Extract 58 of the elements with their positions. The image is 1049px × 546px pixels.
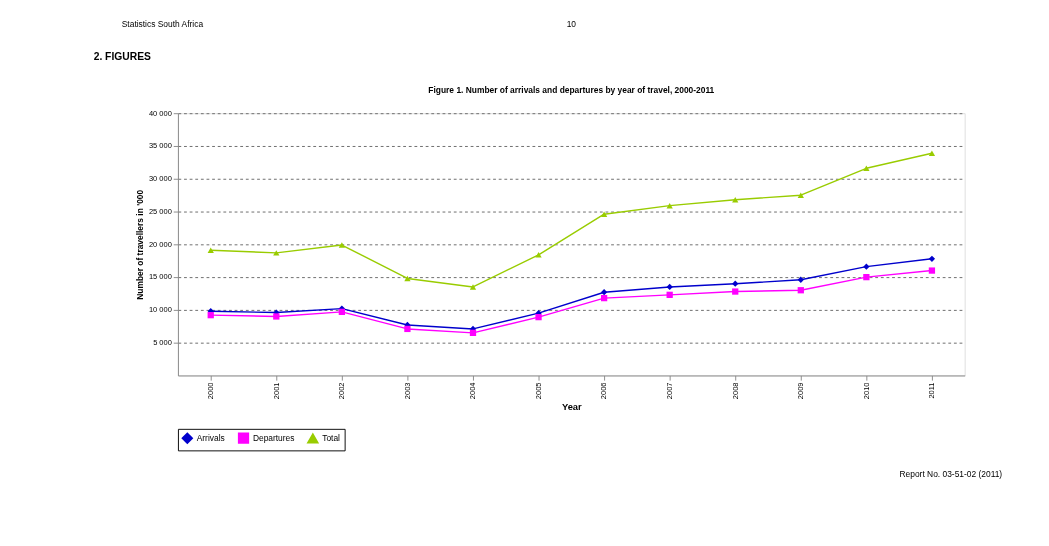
x-tick-label: 2011: [927, 382, 937, 399]
point: [469, 284, 477, 290]
x-tick-label: 2009: [796, 382, 806, 400]
x-tick-label: 2004: [468, 382, 478, 400]
y-tick-label: 30 000: [148, 174, 172, 184]
point: [535, 313, 542, 321]
legend-label: Arrivals: [196, 433, 225, 444]
point: [732, 288, 739, 295]
point: [797, 276, 804, 283]
point: [404, 325, 411, 333]
point: [535, 252, 542, 258]
point: [928, 267, 936, 274]
x-tick-label: 2000: [206, 382, 216, 400]
y-tick-label: 15 000: [148, 272, 172, 282]
x-tick-label: 2001: [271, 382, 281, 400]
x-axis-title: Year: [561, 402, 583, 413]
point: [666, 283, 673, 291]
y-tick-label: 10 000: [148, 305, 172, 315]
point: [469, 329, 477, 336]
chart-title: Figure 1. Number of arrivals and departures by year of travel, 2000-2011: [428, 84, 715, 95]
x-tick-label: 2002: [337, 382, 347, 400]
x-tick-label: 2010: [861, 382, 871, 400]
point: [207, 312, 214, 319]
point: [928, 255, 936, 262]
point: [600, 211, 608, 217]
text: 2. FIGURES: [93, 50, 152, 62]
legend-label: Total: [322, 433, 341, 444]
point: [273, 250, 280, 256]
point: [863, 263, 870, 270]
y-tick-label: 35 000: [148, 141, 172, 151]
text: 10: [566, 19, 577, 30]
x-tick-label: 2008: [730, 382, 740, 400]
point: [207, 247, 214, 253]
point: [600, 289, 608, 296]
x-tick-label: 2007: [665, 382, 675, 400]
legend-label: Departures: [252, 433, 295, 444]
point: [273, 313, 280, 320]
text: Statistics South Africa: [121, 19, 204, 30]
y-tick-label: 5 000: [153, 338, 172, 348]
point: [863, 273, 870, 281]
point: [338, 242, 345, 248]
y-tick-label: 20 000: [148, 239, 172, 249]
point: [797, 287, 804, 294]
text: Report No. 03-51-02 (2011): [899, 468, 1003, 479]
point: [863, 165, 870, 172]
x-tick-label: 2006: [599, 382, 609, 400]
point: [600, 294, 608, 302]
x-tick-label: 2003: [402, 382, 412, 400]
point: [666, 291, 673, 298]
y-axis-title: Number of travellers in '000: [135, 189, 146, 300]
x-tick-label: 2005: [533, 382, 543, 400]
point: [732, 280, 739, 287]
point: [338, 308, 345, 316]
point: [928, 150, 936, 156]
y-tick-label: 25 000: [148, 206, 172, 216]
point: [404, 275, 411, 282]
y-tick-label: 40 000: [148, 108, 172, 118]
point: [797, 192, 804, 198]
